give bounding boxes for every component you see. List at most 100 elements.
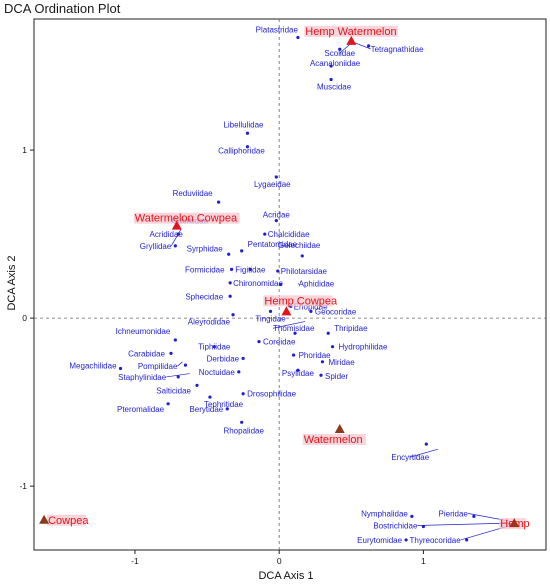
label-reduviidae: Reduviidae xyxy=(173,189,214,198)
point-salticidae xyxy=(195,383,199,387)
label-gryllidae: Gryllidae xyxy=(140,242,172,251)
point-hydrophilidae xyxy=(330,345,335,349)
label-megachilidae: Megachilidae xyxy=(69,362,117,371)
point-gelechiidae xyxy=(300,254,304,258)
leader-gryllidae xyxy=(171,228,182,247)
treatment-markers: Hemp Watermelon Watermelon Cowpea Hemp Cow… xyxy=(39,25,530,530)
point-miridae xyxy=(320,360,325,364)
treatment-marker xyxy=(171,220,182,230)
leader-staphylinidae xyxy=(166,373,190,378)
point-tephritidae xyxy=(208,395,212,399)
point-ichneumonidae xyxy=(173,338,177,342)
treatment-label-highlight xyxy=(302,434,366,446)
point-reduviidae xyxy=(217,200,221,204)
point-calliphoridae xyxy=(245,145,250,149)
label-staphylinidae: Staphylinidae xyxy=(118,373,167,382)
label-psyllidae: Psyllidae xyxy=(282,369,315,378)
point-rhopalidae xyxy=(240,420,244,424)
point-acanaloniidae xyxy=(329,64,333,68)
point-carabidae xyxy=(169,351,173,355)
label-thripidae: Thripidae xyxy=(334,324,368,333)
point-aleyrodidae xyxy=(231,313,235,317)
x-tick-label: 0 xyxy=(277,556,282,566)
label-tetragnathidae: Tetragnathidae xyxy=(371,45,424,54)
label-derbidae: Derbidae xyxy=(207,354,240,363)
point-pteromalidae xyxy=(166,402,170,406)
chart-title: DCA Ordination Plot xyxy=(4,1,121,16)
point-platastridae xyxy=(296,35,300,40)
treatment-label: Cowpea xyxy=(48,515,89,527)
point-megachilidae xyxy=(118,366,123,371)
point-aphididae xyxy=(279,282,283,287)
y-tick-label: 1 xyxy=(22,145,27,155)
label-geocoridae: Geocoridae xyxy=(315,307,357,316)
label-miridae: Miridae xyxy=(328,358,355,367)
label-syrphidae: Syrphidae xyxy=(187,244,224,253)
point-scolidae xyxy=(338,47,342,51)
point-pieridae xyxy=(472,514,476,518)
treatment-watermelon-cowpea: Watermelon Cowpea xyxy=(133,212,240,230)
point-phoridae xyxy=(292,353,296,357)
treatment-marker xyxy=(334,424,345,434)
label-coreidae: Coreidae xyxy=(263,338,296,347)
point-nymphalidae xyxy=(410,514,414,518)
point-derbidae xyxy=(241,356,245,361)
label-eurytomidae: Eurytomidae xyxy=(357,536,402,545)
treatment-hemp: Hemp xyxy=(499,518,530,530)
treatment-cowpea: Cowpea xyxy=(39,514,89,527)
family-labels: Platastridae Scolidae Tetragnathidae Acanal… xyxy=(69,25,468,544)
treatment-hemp-cowpea: Hemp Cowpea xyxy=(263,295,338,316)
point-staphylinidae xyxy=(176,375,180,379)
point-psyllidae xyxy=(296,368,300,372)
label-figitidae: Figitidae xyxy=(235,265,266,274)
label-scolidae: Scolidae xyxy=(324,49,355,58)
leader-pompilidae xyxy=(177,361,183,367)
label-berytidae: Berytidae xyxy=(189,405,223,414)
label-pieridae: Pieridae xyxy=(439,509,469,518)
leader-encyrtidae xyxy=(410,448,438,458)
x-tick-label: 1 xyxy=(421,556,426,566)
point-gryllidae xyxy=(173,244,177,248)
label-enopidae: Enopidae xyxy=(294,302,328,311)
label-calliphoridae: Calliphoridae xyxy=(218,147,265,156)
treatment-label: Watermelon xyxy=(304,434,363,446)
point-pentatomidae xyxy=(240,249,244,253)
label-platastridae: Platastridae xyxy=(256,25,299,34)
label-acridae: Acridae xyxy=(263,211,291,220)
point-geocoridae xyxy=(309,309,313,313)
label-acanaloniidae: Acanaloniidae xyxy=(310,59,361,68)
point-acrididae xyxy=(176,232,180,236)
label-pentatomidae: Pentatomidae xyxy=(248,240,298,249)
leader-thomisidae xyxy=(272,321,306,329)
label-chalcididae: Chalcididae xyxy=(268,230,310,239)
treatment-label-highlight xyxy=(47,514,86,526)
label-thyreocoridae: Thyreocoridae xyxy=(410,536,462,545)
label-libellulidae: Libellulidae xyxy=(223,120,264,129)
label-salticidae: Salticidae xyxy=(156,386,191,395)
label-hydrophilidae: Hydrophilidae xyxy=(339,343,388,352)
label-chironomidae: Chironomidae xyxy=(233,279,283,288)
y-tick-label: 0 xyxy=(22,313,27,323)
leader-scolidae xyxy=(339,43,351,54)
treatment-watermelon: Watermelon xyxy=(302,424,366,446)
point-thyreocoridae xyxy=(465,538,469,542)
x-axis-label: DCA Axis 1 xyxy=(258,570,313,582)
label-nymphalidae: Nymphalidae xyxy=(361,509,408,518)
label-muscidae: Muscidae xyxy=(317,82,352,91)
treatment-label: Hemp xyxy=(500,518,529,530)
point-formicidae xyxy=(229,267,234,271)
treatment-label-highlight xyxy=(304,25,398,37)
point-chalcididae xyxy=(263,232,267,236)
label-ichneumonidae: Ichneumonidae xyxy=(116,327,171,336)
label-thomisidae: Thomisidae xyxy=(273,324,315,333)
label-spider: Spider xyxy=(325,372,348,381)
point-figitidae xyxy=(248,267,252,271)
x-tick-label: -1 xyxy=(131,556,139,566)
treatment-label: Watermelon Cowpea xyxy=(135,213,238,225)
point-thripidae xyxy=(326,331,330,335)
point-spider xyxy=(319,373,323,377)
y-axis-label: DCA Axis 2 xyxy=(6,255,18,310)
point-tingidae xyxy=(268,309,273,313)
point-philotarsidae xyxy=(276,269,280,273)
